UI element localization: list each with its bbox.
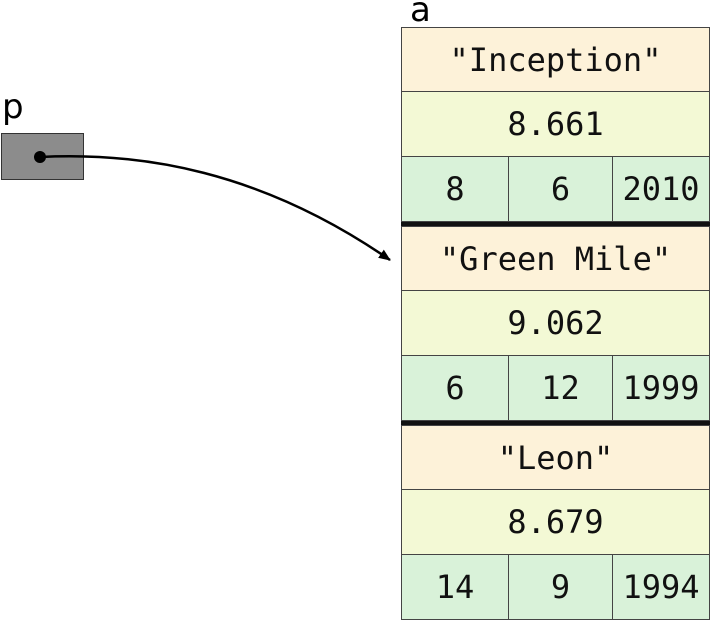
record-title-cell: "Leon" <box>401 425 710 490</box>
record-separator <box>401 421 710 425</box>
record-2: "Leon" 8.679 14 9 1994 <box>401 425 710 620</box>
record-year-cell: 2010 <box>613 157 710 222</box>
record-month-cell: 12 <box>509 356 613 421</box>
record-rating-cell: 9.062 <box>401 291 710 356</box>
record-day-cell: 6 <box>401 356 509 421</box>
pointer-box <box>1 133 84 180</box>
pointer-name-label: p <box>2 87 24 127</box>
record-month-cell: 9 <box>509 555 613 620</box>
record-year-cell: 1999 <box>613 356 710 421</box>
record-separator <box>401 222 710 226</box>
array-a: "Inception" 8.661 8 6 2010 "Green Mile" … <box>401 27 710 620</box>
pointer-arrow <box>39 154 391 262</box>
record-date-row: 8 6 2010 <box>401 157 710 222</box>
record-0: "Inception" 8.661 8 6 2010 <box>401 27 710 222</box>
record-title-cell: "Inception" <box>401 27 710 92</box>
record-day-cell: 14 <box>401 555 509 620</box>
array-name-label: a <box>410 0 431 30</box>
record-year-cell: 1994 <box>613 555 710 620</box>
record-title-cell: "Green Mile" <box>401 226 710 291</box>
record-date-row: 6 12 1999 <box>401 356 710 421</box>
record-date-row: 14 9 1994 <box>401 555 710 620</box>
record-rating-cell: 8.661 <box>401 92 710 157</box>
record-day-cell: 8 <box>401 157 509 222</box>
record-1: "Green Mile" 9.062 6 12 1999 <box>401 226 710 421</box>
record-month-cell: 6 <box>509 157 613 222</box>
record-rating-cell: 8.679 <box>401 490 710 555</box>
